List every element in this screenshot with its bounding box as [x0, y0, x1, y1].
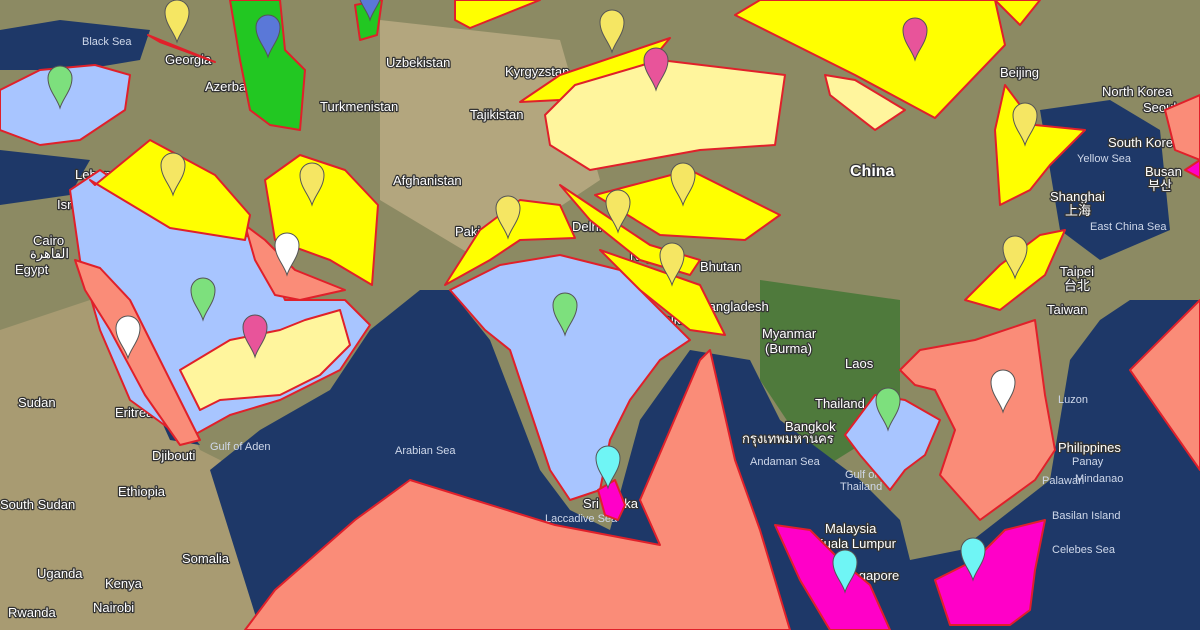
place-label: Laos [845, 356, 874, 371]
region-polygon [599, 249, 726, 336]
land-desert [380, 20, 600, 260]
place-label: South Korea [1108, 135, 1181, 150]
sea-label: Gulf of [845, 469, 878, 481]
sea-label: Gulf of Aden [210, 441, 271, 453]
sea-label: Andaman Sea [750, 456, 821, 468]
place-label: Thailand [815, 396, 865, 411]
sea-label: Thailand [840, 481, 882, 493]
place-label: Rwanda [8, 605, 56, 620]
place-label: Bangladesh [700, 299, 769, 314]
place-label: Busan [1145, 164, 1182, 179]
region-polygon [994, 0, 1041, 26]
region-polygon [244, 349, 791, 631]
place-label: Basilan Island [1052, 510, 1121, 522]
place-label: القاهرة [30, 246, 69, 262]
sea-label: Yellow Sea [1077, 153, 1132, 165]
sea-label: Celebes Sea [1052, 544, 1116, 556]
place-label: Somalia [182, 551, 230, 566]
place-label: Myanmar [762, 326, 817, 341]
region-polygon [597, 479, 626, 521]
place-label: Afghanistan [393, 173, 462, 188]
region-polygon [244, 224, 346, 301]
place-label: Mindanao [1075, 473, 1123, 485]
place-labels: Black Sea Georgia Azerbaijan Uzbekistan … [0, 36, 1183, 621]
place-label: Taiwan [1047, 302, 1087, 317]
place-label: Taipei [1060, 264, 1094, 279]
region-polygon [1164, 94, 1200, 161]
region-polygon [544, 59, 786, 171]
place-label: Turkmenistan [320, 99, 398, 114]
place-label: Kenya [105, 576, 143, 591]
place-label: 台北 [1064, 278, 1090, 293]
region-polygon [449, 254, 691, 501]
place-label: Egypt [15, 262, 49, 277]
region-polygon [89, 139, 251, 241]
sea-label: Black Sea [82, 36, 132, 48]
region-polygon [774, 524, 891, 631]
place-label: China [850, 163, 895, 180]
place-label: Malaysia [825, 521, 877, 536]
place-label: Djibouti [152, 448, 195, 463]
place-label: Palawan [1042, 475, 1084, 487]
region-polygon [229, 0, 306, 131]
region-polygon [454, 0, 541, 29]
place-label: 上海 [1065, 203, 1091, 218]
place-label: Beijing [1000, 65, 1039, 80]
place-label: Kyrgyzstan [505, 64, 569, 79]
region-polygon [147, 34, 216, 63]
place-label: Luzon [1058, 394, 1088, 406]
place-label: กรุงเทพมหานคร [742, 431, 834, 447]
place-label: 부산 [1148, 178, 1172, 193]
place-label: Ethiopia [118, 484, 166, 499]
region-polygon [1129, 299, 1200, 471]
sea-label: Laccadive Sea [545, 513, 618, 525]
region-polygon [1184, 159, 1200, 179]
place-label: Sudan [18, 395, 56, 410]
region-polygon [74, 259, 201, 446]
place-label: Shanghai [1050, 189, 1105, 204]
place-label: Uganda [37, 566, 83, 581]
place-label: Georgia [165, 52, 212, 67]
region-polygon [899, 319, 1056, 521]
place-label: Kuala Lumpur [815, 536, 897, 551]
region-polygon [734, 0, 1006, 119]
place-label: South Sudan [0, 497, 75, 512]
place-label: Tajikistan [470, 107, 523, 122]
place-label: Uzbekistan [386, 55, 450, 70]
place-label: Bangkok [785, 419, 836, 434]
region-polygon [444, 199, 576, 286]
region-polygon [824, 74, 906, 131]
sea-label: Arabian Sea [395, 445, 456, 457]
place-label: Nairobi [93, 600, 134, 615]
place-label: Philippines [1058, 440, 1121, 455]
place-label: Panay [1072, 456, 1104, 468]
place-label: North Korea [1102, 84, 1173, 99]
place-label: (Burma) [765, 341, 812, 356]
sea-label: East China Sea [1090, 221, 1167, 233]
land-africa [0, 300, 300, 630]
place-label: Cairo [33, 233, 64, 248]
place-label: Bhutan [700, 259, 741, 274]
